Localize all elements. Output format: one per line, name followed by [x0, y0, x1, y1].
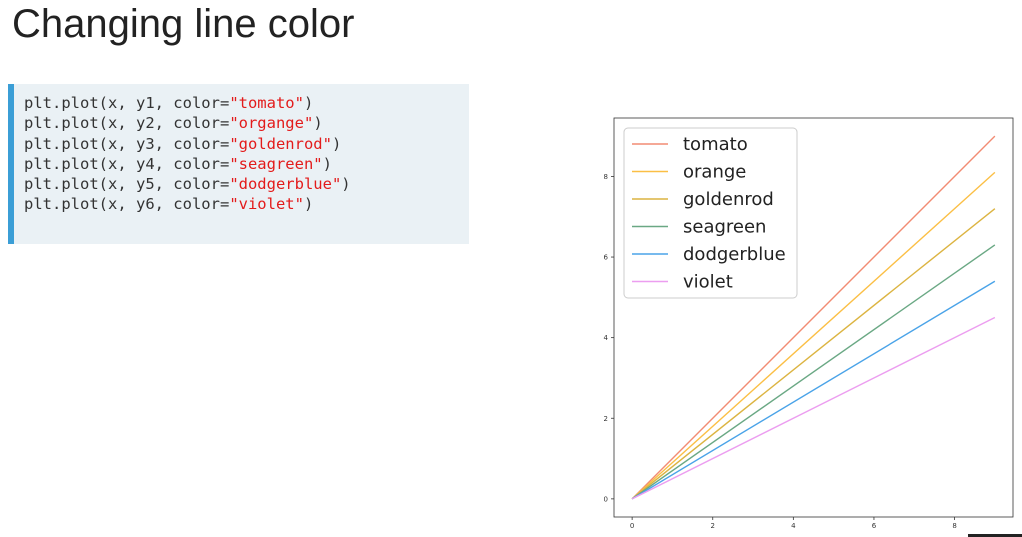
code-string: "organge" — [229, 114, 314, 133]
legend-label: seagreen — [683, 217, 766, 238]
code-text: ) — [313, 114, 323, 133]
x-tick-label: 0 — [630, 522, 634, 530]
code-text: ) — [303, 195, 314, 214]
slide-corner-mark — [968, 534, 1022, 537]
y-tick-label: 0 — [604, 495, 608, 503]
code-text: ) — [341, 175, 351, 194]
series-line-goldenrod — [631, 208, 996, 500]
code-string: "tomato" — [229, 94, 304, 112]
legend-label: dodgerblue — [683, 244, 786, 265]
x-tick-label: 8 — [952, 522, 956, 530]
y-tick-label: 2 — [604, 415, 608, 423]
code-text: plt.plot(x, y2, color= — [24, 114, 230, 133]
code-string: "seagreen" — [229, 154, 323, 173]
code-line: plt.plot(x, y4, color="seagreen") — [24, 154, 469, 174]
code-text: ) — [322, 154, 332, 173]
code-line: plt.plot(x, y5, color="dodgerblue") — [24, 174, 469, 194]
legend-box — [623, 127, 798, 299]
code-text: plt.plot(x, y6, color= — [24, 195, 230, 214]
y-tick-label: 8 — [604, 173, 608, 181]
series-line-seagreen — [631, 244, 996, 500]
legend-label: tomato — [683, 134, 748, 155]
code-line: plt.plot(x, y2, color="organge") — [24, 113, 469, 133]
legend-label: goldenrod — [683, 189, 774, 210]
slide-title: Changing line color — [12, 2, 355, 46]
code-string: "goldenrod" — [229, 134, 332, 153]
code-string: "violet" — [229, 195, 304, 214]
x-tick-label: 6 — [872, 522, 877, 530]
code-line: plt.plot(x, y3, color="goldenrod") — [24, 134, 469, 154]
legend-label: violet — [683, 272, 733, 293]
x-tick-label: 2 — [711, 522, 715, 530]
code-text: plt.plot(x, y1, color= — [24, 94, 230, 112]
code-line: plt.plot(x, y6, color="violet") — [24, 194, 469, 214]
code-text: ) — [303, 94, 314, 112]
series-line-orange — [631, 171, 996, 500]
y-tick-label: 4 — [604, 334, 609, 342]
code-block: plt.plot(x, y1, color="tomato") plt.plot… — [8, 84, 469, 244]
code-string: "dodgerblue" — [229, 175, 342, 194]
series-line-tomato — [631, 135, 996, 500]
code-text: ) — [331, 134, 342, 153]
code-text: plt.plot(x, y3, color= — [24, 134, 230, 153]
series-line-dodgerblue — [631, 280, 996, 500]
code-line: plt.plot(x, y1, color="tomato") — [24, 93, 469, 113]
y-tick-label: 6 — [604, 254, 609, 262]
legend-label: orange — [683, 162, 746, 183]
code-text: plt.plot(x, y5, color= — [24, 175, 230, 194]
x-tick-label: 4 — [791, 522, 796, 530]
series-line-violet — [631, 316, 996, 500]
code-text: plt.plot(x, y4, color= — [24, 154, 230, 173]
